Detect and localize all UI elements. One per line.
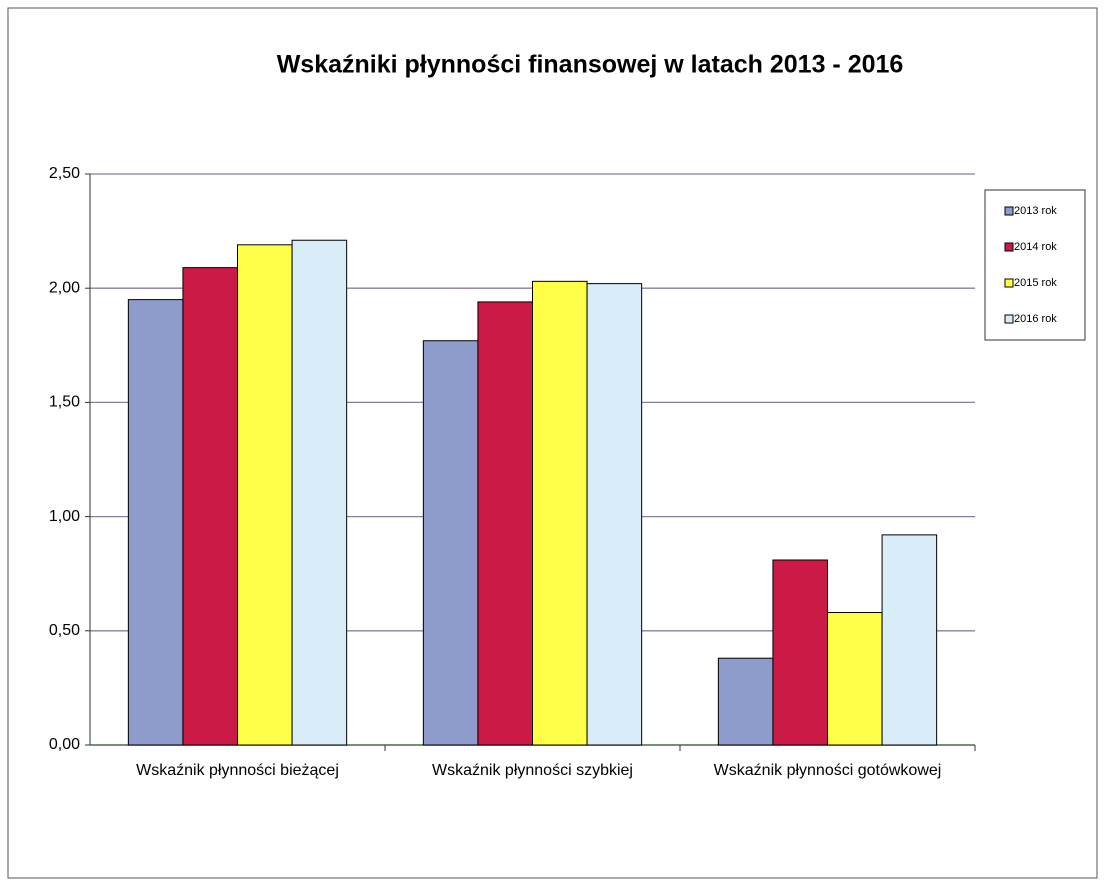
y-tick-label: 2,50 bbox=[49, 165, 80, 182]
x-tick-label: Wskaźnik płynności bieżącej bbox=[136, 762, 339, 779]
bar bbox=[586, 283, 643, 746]
legend-label: 2015 rok bbox=[1014, 277, 1057, 289]
bar bbox=[772, 559, 828, 746]
legend-swatch bbox=[1004, 278, 1014, 288]
bar bbox=[422, 340, 479, 746]
legend-label: 2013 rok bbox=[1014, 205, 1057, 217]
y-tick-label: 2,00 bbox=[49, 279, 80, 296]
x-tick-label: Wskaźnik płynności szybkiej bbox=[432, 762, 633, 779]
bar bbox=[881, 534, 938, 746]
bar bbox=[237, 244, 293, 746]
x-tick-label: Wskaźnik płynności gotówkowej bbox=[713, 762, 942, 779]
bar bbox=[182, 267, 239, 746]
bar bbox=[532, 280, 588, 746]
y-tick-label: 0,50 bbox=[49, 622, 80, 639]
bar bbox=[291, 239, 348, 746]
legend-swatch bbox=[1004, 206, 1014, 216]
bar bbox=[827, 612, 883, 746]
legend-swatch bbox=[1004, 314, 1014, 324]
chart-title: Wskaźniki płynności finansowej w latach … bbox=[277, 51, 904, 79]
y-tick-label: 1,50 bbox=[49, 394, 80, 411]
legend-label: 2016 rok bbox=[1014, 313, 1057, 325]
bar bbox=[477, 301, 533, 746]
bar bbox=[127, 299, 184, 746]
bar bbox=[717, 657, 774, 746]
legend-label: 2014 rok bbox=[1014, 241, 1057, 253]
y-tick-label: 1,00 bbox=[49, 508, 80, 525]
legend-box bbox=[984, 189, 1086, 341]
y-tick-label: 0,00 bbox=[49, 736, 80, 753]
legend-swatch bbox=[1004, 242, 1014, 252]
